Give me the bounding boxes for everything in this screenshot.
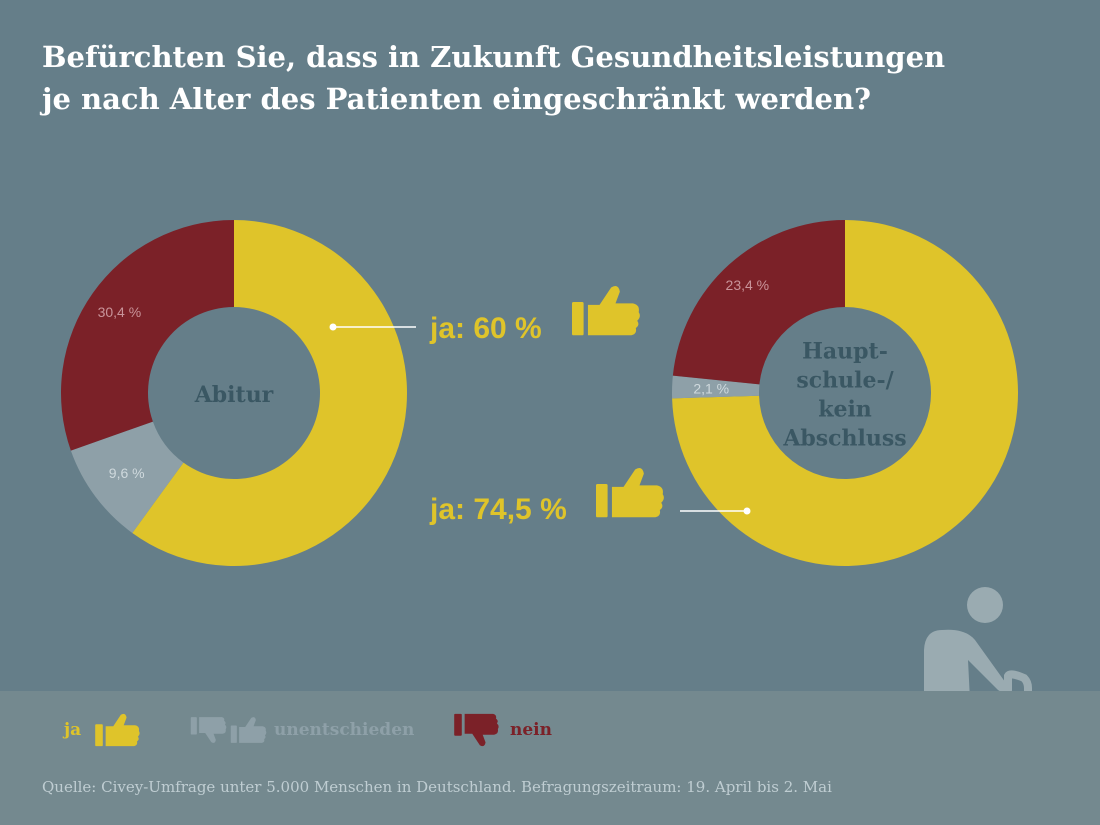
- donut-center-label-2: kein: [818, 397, 872, 423]
- thumbs-up-icon: [572, 286, 640, 336]
- donut-slice-unentschieden-2: [672, 375, 760, 399]
- slice-label-nein-1: 30,4 %: [98, 304, 142, 320]
- legend-item-unentschieden: unentschieden: [190, 705, 414, 755]
- donut-slice-nein-1: [60, 220, 234, 451]
- thumbs-down-icon: [190, 717, 227, 743]
- legend-band: [0, 691, 1100, 825]
- donut-slice-unentschieden-1: [70, 421, 184, 533]
- callout-label-2: ja: 74,5 %: [429, 493, 567, 526]
- thumbs-up-icon: [95, 713, 140, 747]
- thumbs-up-icon: [596, 468, 664, 518]
- legend-label-nein: nein: [510, 720, 552, 740]
- thumbs-up-icon: [230, 717, 267, 743]
- donut-center-label-2: Abschluss: [782, 426, 906, 452]
- slice-label-nein-2: 23,4 %: [726, 277, 770, 293]
- thumbs-down-icon: [454, 713, 499, 747]
- source-note: Quelle: Civey-Umfrage unter 5.000 Mensch…: [42, 778, 832, 796]
- elderly-person-icon: [924, 587, 1032, 691]
- donut-slice-ja-2: [672, 220, 1018, 566]
- donut-center-label-1: Abitur: [194, 382, 274, 408]
- legend-item-ja: ja: [64, 705, 145, 755]
- callout-dot-2: [743, 507, 751, 515]
- donut-center-label-2: schule-/: [796, 368, 894, 394]
- chart-title-line-2: je nach Alter des Patienten eingeschränk…: [42, 82, 872, 116]
- callout-dot-1: [329, 323, 337, 331]
- chart-title: Befürchten Sie, dass in Zukunft Gesundhe…: [42, 36, 1042, 120]
- charts-canvas: 9,6 % 30,4 % Abitur ja: 60 % 2,1 % 23,4 % Haup…: [60, 220, 1032, 691]
- slice-label-unentschieden-1: 9,6 %: [109, 465, 145, 481]
- callout-label-1: ja: 60 %: [429, 312, 542, 345]
- legend-label-ja: ja: [64, 720, 82, 740]
- donut-center-label-2: Haupt-: [802, 339, 888, 365]
- donut-slice-ja-1: [132, 220, 408, 566]
- donut-slice-nein-2: [672, 220, 845, 385]
- chart-title-line-1: Befürchten Sie, dass in Zukunft Gesundhe…: [42, 40, 946, 74]
- slice-label-unentschieden-2: 2,1 %: [693, 380, 729, 396]
- legend-item-nein: nein: [450, 705, 552, 755]
- legend-label-unentschieden: unentschieden: [274, 720, 415, 740]
